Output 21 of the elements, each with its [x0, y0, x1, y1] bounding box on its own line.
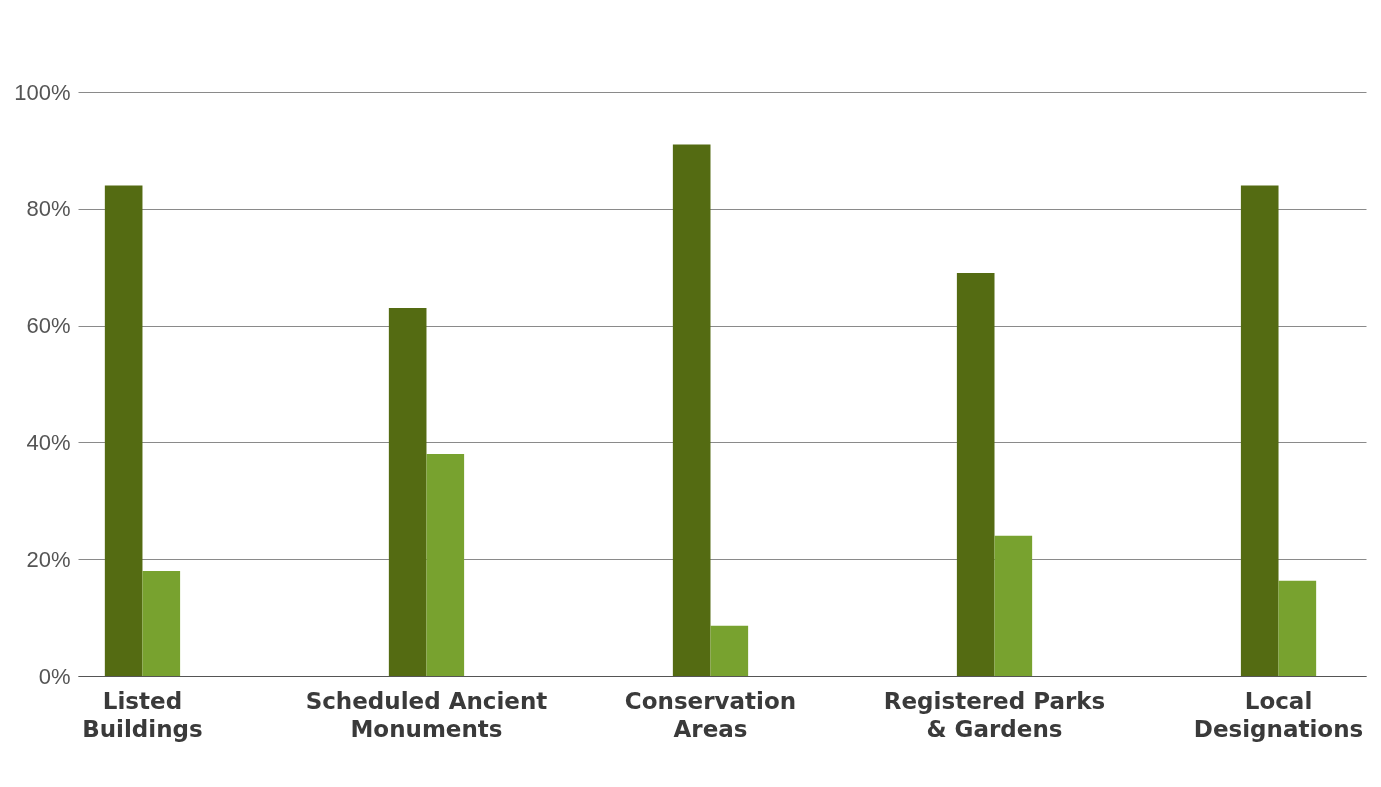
x-tick-label: Conservation Areas: [624, 687, 797, 742]
bar: [388, 308, 427, 676]
y-tick-label: 60%: [26, 313, 71, 339]
x-tick-label: Local Designations: [1193, 687, 1364, 742]
bar: [1278, 580, 1317, 676]
x-tick-label: Listed Buildings: [82, 687, 203, 742]
y-tick-label: 40%: [26, 429, 71, 455]
bar: [956, 273, 995, 676]
y-tick-label: 80%: [26, 196, 71, 222]
bar: [104, 185, 143, 676]
x-tick-label: Scheduled Ancient Monuments: [305, 687, 548, 742]
bar: [710, 625, 749, 676]
bar: [142, 570, 181, 676]
y-tick-label: 0%: [38, 663, 71, 689]
bar: [426, 454, 465, 676]
bar: [994, 535, 1033, 676]
bar: [672, 144, 711, 676]
x-tick-label: Registered Parks & Gardens: [883, 687, 1106, 742]
bar: [1240, 185, 1279, 676]
y-tick-label: 20%: [26, 546, 71, 572]
y-tick-label: 100%: [14, 79, 71, 105]
